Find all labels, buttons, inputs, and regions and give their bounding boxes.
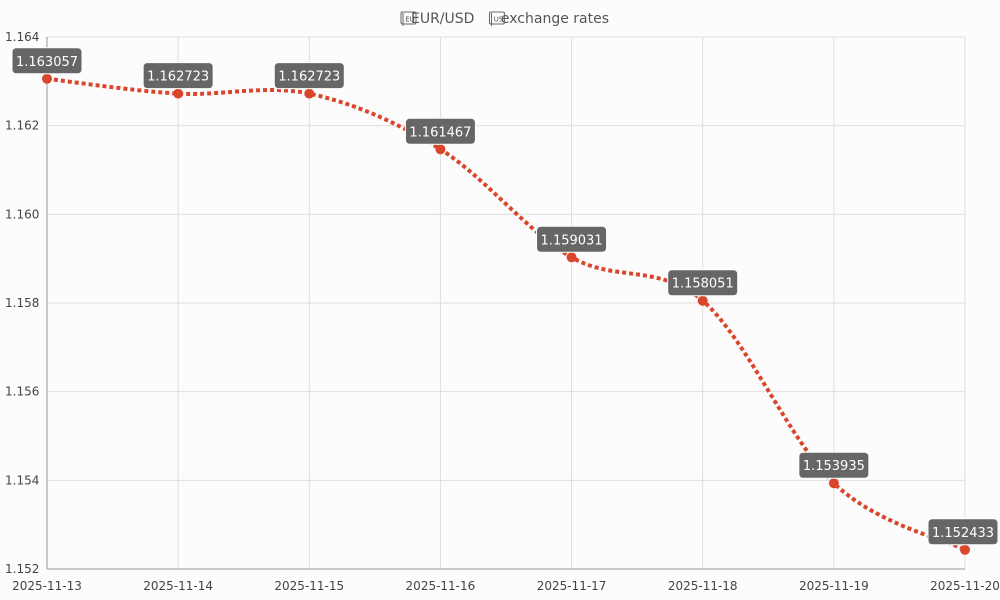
x-tick-label: 2025-11-14 <box>143 579 213 593</box>
x-tick-label: 2025-11-19 <box>799 579 869 593</box>
data-point[interactable] <box>304 88 315 99</box>
x-tick-label: 2025-11-15 <box>274 579 344 593</box>
data-label-text: 1.159031 <box>541 233 603 248</box>
data-label-text: 1.162723 <box>147 70 209 85</box>
data-label-text: 1.152433 <box>932 526 994 541</box>
data-label-text: 1.162723 <box>278 70 340 85</box>
data-label: 1.158051 <box>667 269 739 297</box>
data-label: 1.159031 <box>536 225 608 253</box>
grid-layer <box>46 36 966 570</box>
data-label-box <box>536 225 608 253</box>
data-label-box <box>927 518 999 546</box>
data-label: 1.162723 <box>142 62 214 90</box>
data-point[interactable] <box>828 478 839 489</box>
data-point[interactable] <box>960 544 970 555</box>
data-point[interactable] <box>42 73 52 84</box>
data-point[interactable] <box>566 252 577 263</box>
y-tick-label: 1.162 <box>5 119 39 133</box>
data-point[interactable] <box>173 88 184 99</box>
y-tick-label: 1.156 <box>5 385 39 399</box>
y-tick-label: 1.154 <box>5 473 39 487</box>
chart-title-part-2: exchange rates <box>496 11 609 27</box>
chart-title: EUR/USD exchange rates <box>411 11 609 27</box>
data-label-box <box>798 451 870 479</box>
data-label: 1.163057 <box>11 47 83 75</box>
data-label-text: 1.158051 <box>672 277 734 292</box>
svg-text:US: US <box>494 16 504 24</box>
y-tick-label: 1.164 <box>5 30 39 44</box>
data-label-text: 1.163057 <box>16 55 78 70</box>
data-label-box <box>273 62 345 90</box>
data-label-text: 1.161467 <box>409 125 471 140</box>
y-tick-label: 1.160 <box>5 207 39 221</box>
us-flag-icon: US <box>488 11 505 26</box>
data-label: 1.162723 <box>273 62 345 90</box>
data-label: 1.152433 <box>927 518 999 546</box>
x-tick-label: 2025-11-20 <box>930 579 1000 593</box>
chart-title-part-1: EUR/USD <box>411 11 474 27</box>
series-layer <box>42 73 970 555</box>
eu-flag-icon: EU <box>400 11 417 26</box>
x-tick-label: 2025-11-18 <box>668 579 738 593</box>
data-label: 1.153935 <box>798 451 870 479</box>
data-point[interactable] <box>435 144 446 155</box>
x-tick-label: 2025-11-17 <box>537 579 607 593</box>
data-label: 1.161467 <box>404 117 476 145</box>
svg-text:EU: EU <box>405 16 415 24</box>
data-point[interactable] <box>697 295 708 306</box>
data-label-box <box>404 117 476 145</box>
y-tick-label: 1.152 <box>5 562 39 576</box>
x-tick-label: 2025-11-13 <box>12 579 82 593</box>
y-tick-label: 1.158 <box>5 296 39 310</box>
data-label-text: 1.153935 <box>803 459 865 474</box>
data-label-box <box>142 62 214 90</box>
data-label-box <box>667 269 739 297</box>
x-tick-label: 2025-11-16 <box>406 579 476 593</box>
data-label-layer: 1.163057 1.162723 1.162723 1.161467 1.159031… <box>11 47 999 546</box>
series-line <box>46 76 966 552</box>
data-label-box <box>11 47 83 75</box>
axis-layer: 1.152 1.154 1.156 1.158 1.160 1.162 1.164 2025-… <box>5 30 1000 593</box>
